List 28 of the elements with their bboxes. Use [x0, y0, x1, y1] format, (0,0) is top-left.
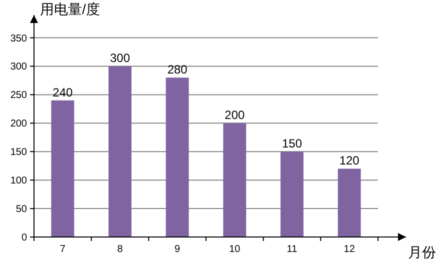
y-tick-label: 100 — [10, 176, 28, 187]
x-tick-label: 12 — [344, 244, 356, 255]
y-tick-label: 350 — [10, 33, 28, 44]
x-tick-label: 8 — [117, 244, 124, 255]
y-tick-label: 300 — [10, 62, 28, 73]
bar — [51, 100, 74, 237]
y-tick-label: 250 — [10, 90, 28, 102]
bar — [280, 152, 304, 237]
x-axis-title: 月份 — [408, 244, 436, 260]
x-tick-label: 9 — [174, 244, 181, 255]
x-tick-label: 7 — [60, 244, 66, 255]
y-tick-label: 0 — [21, 232, 28, 244]
y-tick-label: 50 — [16, 204, 28, 216]
x-tick-label: 10 — [229, 244, 241, 255]
data-label: 300 — [110, 51, 130, 66]
y-axis-title: 用电量/度 — [40, 1, 100, 17]
x-tick-label: 11 — [286, 244, 298, 255]
data-label: 240 — [52, 85, 73, 100]
data-label: 200 — [224, 108, 245, 122]
y-tick-label: 200 — [10, 118, 28, 130]
data-label: 150 — [282, 136, 302, 151]
bar — [108, 66, 132, 237]
bar — [223, 123, 246, 237]
bar — [338, 168, 361, 237]
data-label: 120 — [339, 154, 360, 168]
bar — [166, 78, 189, 237]
y-tick-label: 150 — [10, 147, 28, 158]
data-label: 280 — [167, 62, 188, 77]
